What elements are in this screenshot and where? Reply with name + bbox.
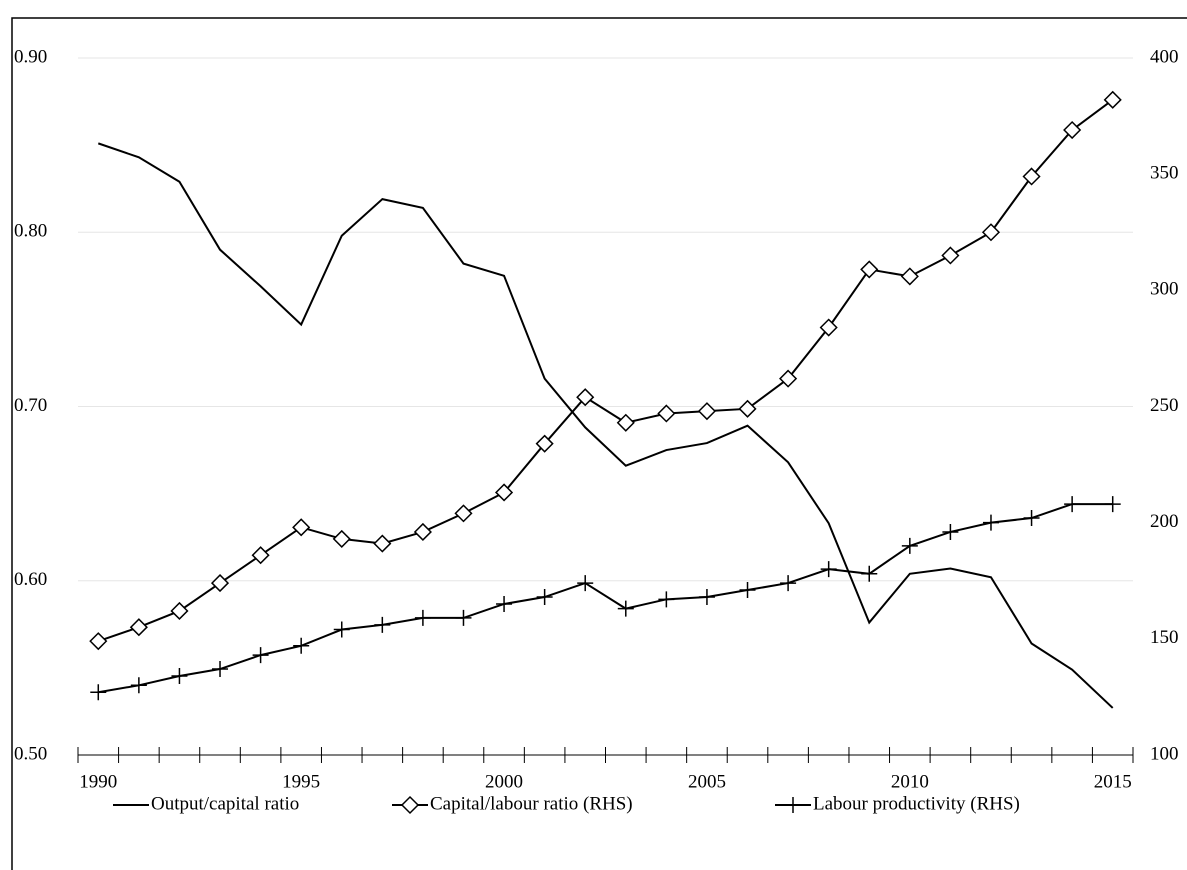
diamond-marker (494, 483, 514, 502)
x-tick-label: 2015 (1094, 771, 1132, 792)
legend-label: Capital/labour ratio (RHS) (430, 793, 633, 814)
diamond-marker (941, 246, 960, 265)
diamond-marker (1103, 90, 1122, 109)
y2-tick-label: 350 (1150, 163, 1179, 184)
diamond-marker (170, 601, 189, 621)
plus-marker (496, 595, 513, 612)
diamond-marker (900, 267, 919, 286)
legend-label: Output/capital ratio (151, 793, 299, 814)
plus-marker (861, 565, 878, 582)
plus-marker (785, 797, 801, 813)
plus-marker (455, 609, 472, 626)
y2-tick-label: 150 (1150, 627, 1179, 648)
plus-marker (982, 514, 999, 531)
plus-marker (1104, 496, 1121, 513)
plus-marker (333, 621, 350, 638)
plus-marker (698, 589, 715, 606)
diamond-marker (779, 369, 798, 388)
plus-marker (293, 637, 310, 654)
x-tick-label: 1990 (79, 771, 117, 792)
plus-marker (658, 591, 675, 608)
legend-label: Labour productivity (RHS) (813, 793, 1020, 814)
plus-marker (130, 677, 147, 694)
y-tick-label: 0.60 (14, 569, 47, 590)
diamond-marker (454, 504, 473, 523)
y2-tick-label: 100 (1150, 743, 1179, 764)
plus-marker (577, 575, 594, 592)
y2-tick-label: 250 (1150, 395, 1179, 416)
diamond-marker (981, 223, 1001, 242)
plus-marker (942, 523, 959, 540)
diamond-marker (535, 434, 554, 453)
y2-tick-label: 300 (1150, 279, 1179, 300)
plus-marker (90, 684, 107, 701)
plus-marker (171, 668, 188, 685)
diamond-marker (616, 413, 635, 432)
diamond-marker (860, 260, 879, 279)
x-tick-label: 2000 (485, 771, 523, 792)
plus-marker (536, 589, 553, 606)
diamond-marker (373, 534, 392, 553)
x-tick-label: 2010 (891, 771, 929, 792)
plus-marker (212, 661, 229, 678)
y-tick-label: 0.70 (14, 395, 47, 416)
diamond-marker (413, 522, 432, 542)
diamond-marker (251, 546, 270, 565)
x-tick-label: 2005 (688, 771, 726, 792)
diamond-marker (400, 795, 420, 815)
diamond-marker (657, 404, 676, 423)
diamond-marker (819, 318, 838, 337)
series-line (97, 99, 1114, 643)
y-tick-label: 0.80 (14, 221, 47, 242)
plus-marker (820, 561, 837, 578)
frame (11, 17, 1187, 870)
diamond-marker (89, 632, 108, 651)
y2-tick-label: 200 (1150, 511, 1179, 532)
plus-marker (1023, 510, 1040, 527)
plus-marker (617, 600, 634, 617)
diamond-marker (738, 399, 757, 418)
x-tick-label: 1995 (282, 771, 320, 792)
y-tick-label: 0.90 (14, 46, 47, 67)
y-tick-label: 0.50 (14, 743, 47, 764)
plus-marker (374, 616, 391, 633)
diamond-marker (129, 618, 148, 637)
diamond-marker (697, 402, 717, 421)
plus-marker (252, 647, 269, 664)
plus-marker (739, 582, 756, 599)
diamond-marker (332, 529, 351, 548)
plus-marker (901, 537, 918, 554)
y2-tick-label: 400 (1150, 46, 1179, 67)
diamond-marker (210, 574, 230, 593)
plus-marker (414, 609, 431, 626)
diamond-marker (292, 518, 311, 537)
series-line (97, 142, 1114, 709)
diamond-marker (1063, 120, 1082, 140)
plus-marker (1064, 496, 1081, 513)
diamond-marker (1022, 167, 1041, 186)
series-line (98, 503, 1113, 694)
plus-marker (780, 575, 797, 592)
diamond-marker (576, 388, 595, 407)
